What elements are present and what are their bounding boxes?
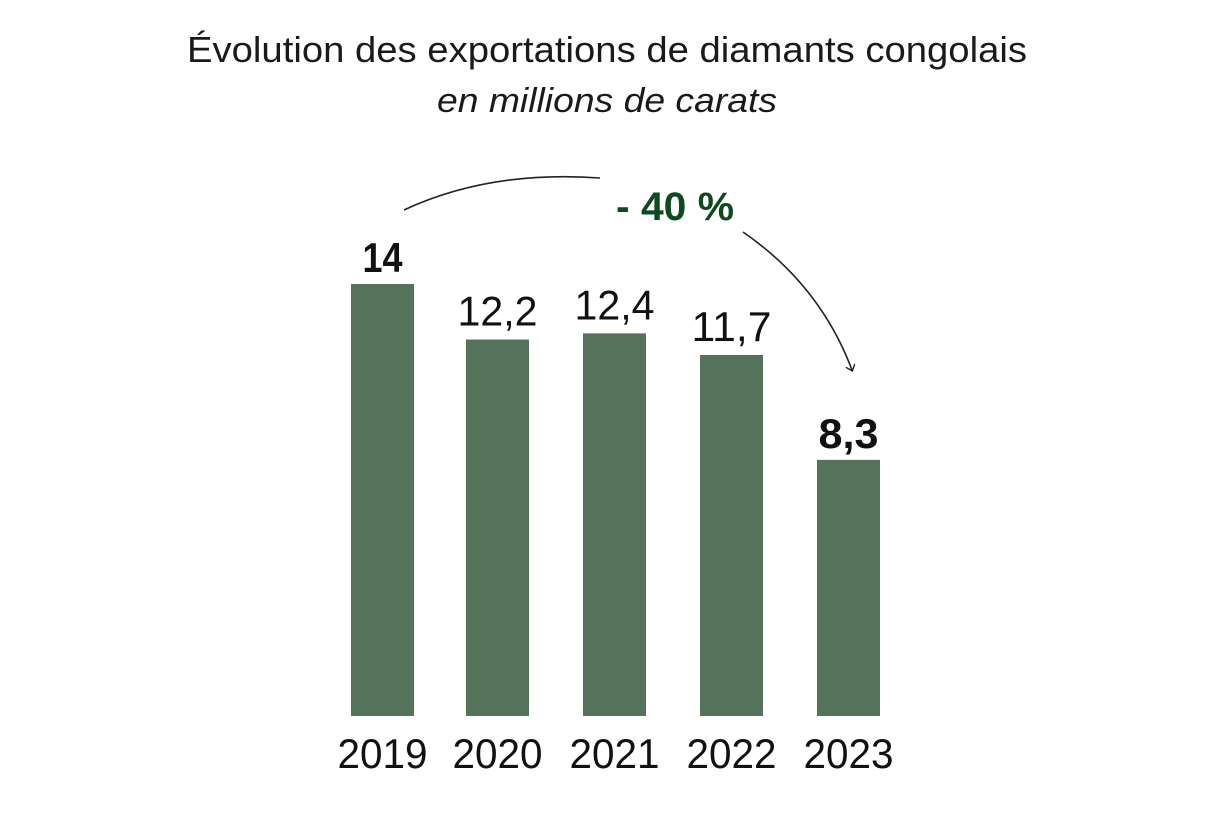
annotation-arrow: [742, 231, 852, 370]
data-label-2023: 8,3: [819, 410, 879, 457]
x-tick-label-2019: 2019: [338, 730, 428, 777]
data-label-2021: 12,4: [575, 281, 655, 328]
x-tick-label-2020: 2020: [453, 730, 543, 777]
data-label-2022: 11,7: [692, 303, 772, 350]
annotation-arc-start: [403, 175, 601, 211]
bar-2019: [351, 284, 414, 716]
x-tick-label-2021: 2021: [570, 730, 660, 777]
bar-2020: [466, 339, 529, 716]
bar-2021: [583, 333, 646, 716]
x-tick-label-2022: 2022: [687, 730, 777, 777]
bar-2023: [817, 459, 880, 716]
x-tick-label-2023: 2023: [804, 730, 894, 777]
data-label-2020: 12,2: [458, 288, 538, 335]
chart-subtitle: en millions de carats: [437, 82, 777, 120]
data-label-2019: 14: [363, 234, 404, 281]
bar-2022: [700, 354, 763, 716]
annotation-label: - 40 %: [616, 185, 734, 229]
chart-title: Évolution des exportations de diamants c…: [187, 29, 1027, 70]
